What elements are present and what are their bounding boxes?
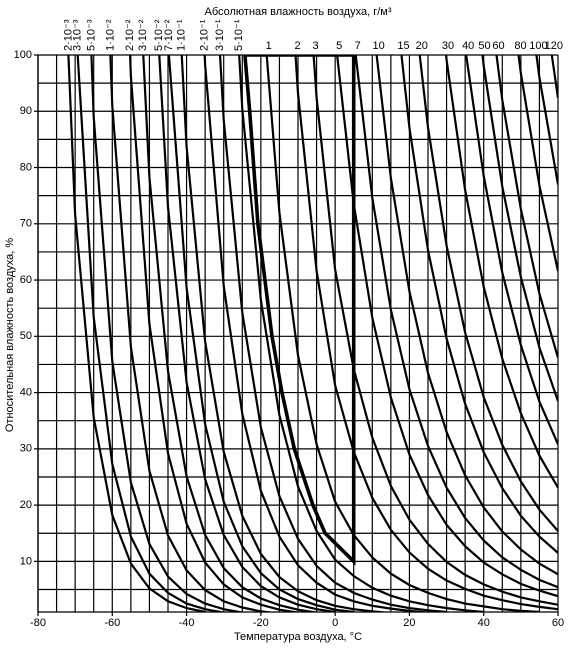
curve-label: 40	[462, 40, 474, 52]
curve-label: 7·10⁻²	[163, 19, 175, 51]
humidity-curve	[265, 55, 540, 612]
curve-label: 5·10⁻²	[153, 19, 165, 51]
y-tick-label: 10	[20, 555, 32, 567]
y-axis-title: Относительная влажность воздуха, %	[4, 238, 16, 432]
y-tick-label: 60	[20, 274, 32, 286]
curve-label: 5·10⁻³	[85, 19, 97, 51]
humidity-curve	[167, 55, 354, 612]
curve-label: 2·10⁻¹	[199, 19, 211, 51]
curves	[67, 55, 558, 612]
humidity-curve	[203, 55, 429, 612]
humidity-curve	[294, 55, 558, 611]
curve-label: 10	[372, 40, 384, 52]
x-tick-label: 60	[552, 617, 564, 629]
humidity-curve	[481, 55, 558, 402]
humidity-curve	[400, 55, 558, 554]
x-tick-label: -60	[104, 617, 120, 629]
humidity-curve	[238, 55, 484, 612]
humidity-curve	[109, 55, 275, 612]
y-tick-label: 40	[20, 386, 32, 398]
x-tick-label: -20	[253, 617, 269, 629]
curve-label: 2·10⁻²	[124, 19, 136, 51]
y-tick-label: 70	[20, 218, 32, 230]
curve-label: 100	[529, 40, 547, 52]
curve-label: 2	[294, 40, 300, 52]
humidity-curve	[550, 55, 558, 98]
curve-label: 50	[478, 40, 490, 52]
curve-label: 60	[492, 40, 504, 52]
highlight-region	[243, 55, 356, 566]
curve-label: 3·10⁻¹	[214, 19, 226, 51]
humidity-curve	[418, 55, 558, 532]
humidity-curve	[517, 55, 558, 272]
curve-label: 3·10⁻²	[137, 19, 149, 51]
humidity-curve	[535, 55, 558, 185]
humidity-curve	[312, 55, 558, 606]
chart-title: Абсолютная влажность воздуха, г/м³	[204, 6, 391, 18]
x-tick-label: 20	[403, 617, 415, 629]
curve-label: 3·10⁻³	[72, 19, 84, 51]
humidity-curve	[180, 55, 391, 612]
curve-label: 2·10⁻³	[62, 19, 74, 51]
x-axis-title: Температура воздуха, °С	[234, 631, 362, 643]
x-tick-label: 40	[478, 617, 490, 629]
curve-label: 120	[545, 40, 563, 52]
curve-label: 30	[442, 40, 454, 52]
y-tick-label: 90	[20, 105, 32, 117]
humidity-curve	[495, 55, 558, 359]
curve-label: 3	[313, 40, 319, 52]
curve-label: 1	[266, 40, 272, 52]
y-tick-label: 50	[20, 330, 32, 342]
humidity-curve	[354, 55, 558, 589]
humidity-curve	[90, 55, 243, 612]
humidity-curve	[465, 55, 558, 445]
humidity-curve	[158, 55, 336, 612]
humidity-curve	[218, 55, 447, 612]
humidity-curve	[444, 55, 558, 489]
y-tick-label: 80	[20, 161, 32, 173]
curve-label: 5·10⁻¹	[233, 19, 245, 51]
curve-label: 1·10⁻²	[104, 19, 116, 51]
curve-label: 15	[397, 40, 409, 52]
curve-label: 7	[355, 40, 361, 52]
x-tick-label: 0	[332, 617, 338, 629]
curve-label: 1·10⁻¹	[176, 19, 188, 51]
y-tick-label: 30	[20, 443, 32, 455]
x-tick-label: -80	[30, 617, 46, 629]
curve-label: 5	[336, 40, 342, 52]
y-tick-label: 20	[20, 499, 32, 511]
x-tick-label: -40	[179, 617, 195, 629]
humidity-curve	[128, 55, 299, 612]
labels: -80 -60 -40 -20 0 20 40 60102030405060708090100…	[14, 19, 564, 629]
curve-label: 80	[514, 40, 526, 52]
humidity-curve	[67, 55, 206, 612]
humidity-curve	[76, 55, 224, 612]
humidity-curve	[336, 55, 558, 598]
humidity-curve	[142, 55, 317, 612]
curve-label: 20	[416, 40, 428, 52]
humidity-curve	[375, 55, 558, 576]
y-tick-label: 100	[14, 49, 32, 61]
